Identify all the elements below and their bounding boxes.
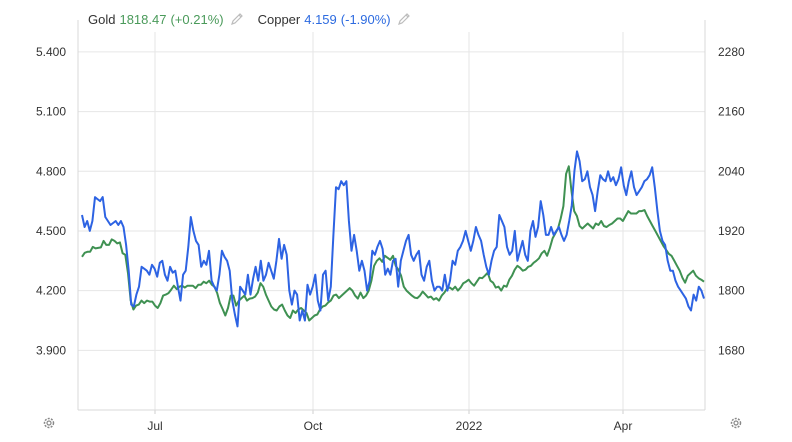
y-left-tick-label: 3.900 (36, 343, 66, 357)
gold-series-line (81, 165, 705, 322)
x-tick-label: Apr (614, 419, 633, 433)
y-right-tick-label: 1680 (718, 343, 745, 357)
legend-item-copper[interactable]: Copper 4.159 (-1.90%) (258, 12, 411, 27)
legend-gold-value: 1818.47 (119, 11, 167, 27)
x-tick-label: Jul (147, 419, 162, 433)
y-right-tick-label: 2280 (718, 45, 745, 59)
y-right-tick-label: 1800 (718, 284, 745, 298)
y-left-tick-label: 5.100 (36, 105, 66, 119)
legend-copper-change: (-1.90%) (340, 11, 391, 27)
legend-gold-change: (+0.21%) (170, 11, 224, 27)
grid-lines (78, 32, 705, 410)
y-right-tick-label: 2160 (718, 105, 745, 119)
x-tick-label: 2022 (456, 419, 483, 433)
copper-series-line (81, 150, 705, 328)
legend-copper-name: Copper (257, 11, 301, 27)
series-lines (81, 150, 705, 328)
y-left-tick-label: 4.500 (36, 224, 66, 238)
y-right-tick-label: 2040 (718, 164, 745, 178)
legend-copper-value: 4.159 (304, 11, 337, 27)
pencil-icon[interactable] (397, 12, 411, 26)
chart-legend: Gold 1818.47 (+0.21%) Copper 4.159 (-1.9… (88, 9, 425, 29)
legend-gold-name: Gold (88, 11, 116, 27)
y-left-tick-label: 5.400 (36, 45, 66, 59)
axes: 5.400 5.100 4.800 4.500 4.200 3.900 2280 2160 20… (36, 20, 745, 433)
y-right-tick-label: 1920 (718, 224, 745, 238)
gear-icon[interactable] (729, 416, 743, 430)
gear-icon[interactable] (42, 416, 56, 430)
x-tick-label: Oct (304, 419, 323, 433)
y-left-tick-label: 4.800 (36, 164, 66, 178)
pencil-icon[interactable] (230, 12, 244, 26)
y-left-tick-label: 4.200 (36, 284, 66, 298)
legend-item-gold[interactable]: Gold 1818.47 (+0.21%) (88, 12, 244, 27)
